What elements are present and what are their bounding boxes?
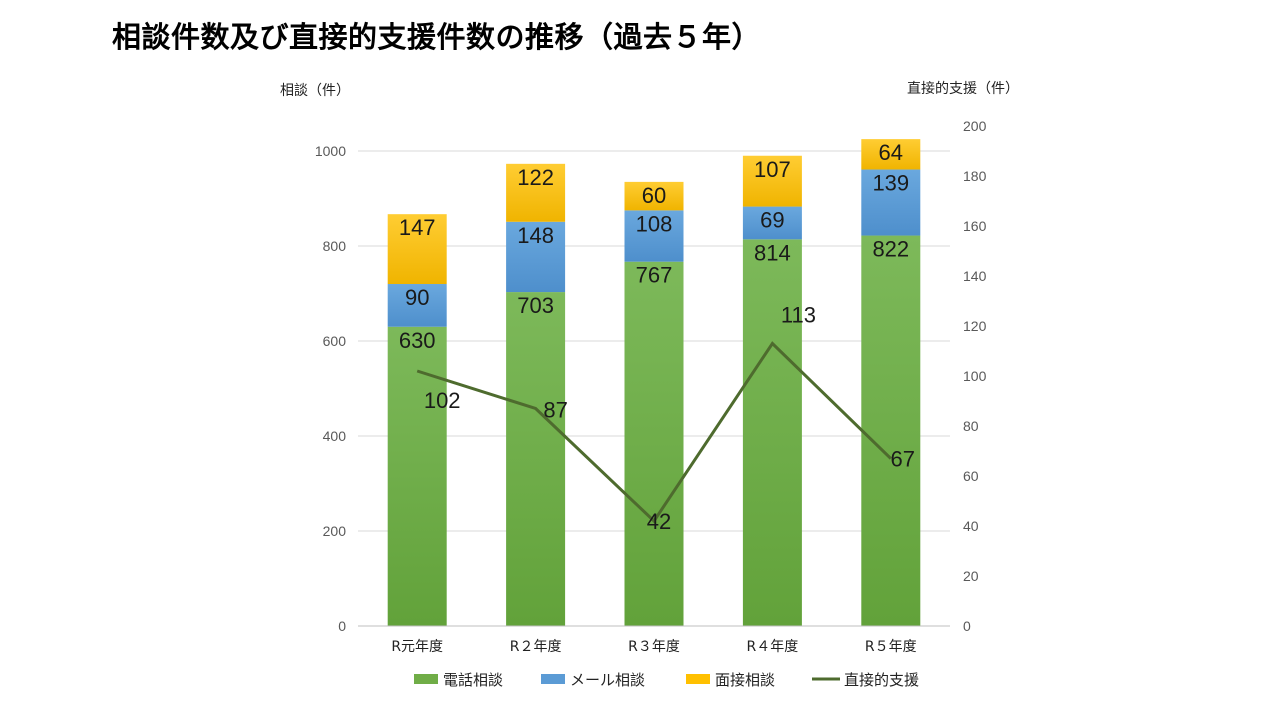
y-tick-label: 1000 [315, 143, 346, 159]
y2-tick-label: 60 [963, 468, 979, 484]
bar-value-label: 703 [517, 293, 554, 318]
y2-tick-label: 140 [963, 268, 987, 284]
y-axis-title: 相談（件） [280, 83, 350, 99]
axes: 0 200 400 600 800 1000 0 20 40 60 80 100 120 140 160 18… [280, 80, 1019, 655]
bar-segment [506, 163, 566, 222]
legend: 電話相談 メール相談 面接相談 直接的支援 [414, 671, 919, 689]
bar-value-label: 64 [879, 140, 903, 165]
y-tick-label: 800 [323, 238, 347, 254]
bar-value-label: 630 [399, 328, 436, 353]
x-tick-label: R５年度 [865, 639, 917, 655]
legend-label: メール相談 [570, 671, 645, 689]
bar-segment [387, 214, 447, 284]
legend-swatch [541, 674, 565, 684]
page-title: 相談件数及び直接的支援件数の推移（過去５年） [112, 20, 762, 54]
bar-value-label: 148 [517, 223, 554, 248]
bar-segment [624, 261, 684, 626]
bar-value-label: 107 [754, 157, 791, 182]
y2-tick-label: 40 [963, 518, 979, 534]
support-line [416, 341, 892, 524]
line-value-label: 87 [543, 398, 567, 423]
y2-tick-label: 20 [963, 568, 979, 584]
bar-segment [506, 221, 566, 293]
legend-swatch [686, 674, 710, 684]
legend-label: 面接相談 [715, 671, 775, 689]
y2-tick-label: 120 [963, 318, 987, 334]
x-tick-label: R３年度 [628, 639, 680, 655]
bar-value-label: 147 [399, 215, 436, 240]
bar-segment [742, 239, 802, 626]
bar-segment [506, 292, 566, 626]
bar-value-label: 122 [517, 165, 554, 190]
bar-segment [624, 181, 684, 211]
y-tick-label: 0 [338, 618, 346, 634]
bar-value-label: 814 [754, 240, 791, 265]
y2-axis-title: 直接的支援（件） [907, 80, 1019, 97]
bar-segment [861, 139, 921, 170]
line-value-label: 113 [781, 303, 816, 328]
y-tick-label: 200 [323, 523, 347, 539]
x-tick-label: R元年度 [391, 639, 443, 655]
bar-segment [387, 284, 447, 327]
bar-segment [861, 169, 921, 236]
bar-value-label: 822 [872, 237, 909, 262]
y2-tick-label: 100 [963, 368, 987, 384]
bar-segment [742, 155, 802, 207]
legend-swatch [414, 674, 438, 684]
y2-tick-label: 200 [963, 118, 987, 134]
y-tick-label: 600 [323, 333, 347, 349]
bar-segment [624, 210, 684, 262]
bar-value-label: 60 [642, 183, 666, 208]
y2-tick-label: 0 [963, 618, 971, 634]
bar-segment [742, 206, 802, 240]
y2-tick-label: 160 [963, 218, 987, 234]
x-tick-label: R４年度 [747, 639, 799, 655]
bar-value-label: 69 [760, 208, 784, 233]
y2-tick-label: 80 [963, 418, 979, 434]
line-value-label: 67 [891, 447, 915, 472]
legend-label: 電話相談 [443, 671, 503, 689]
line-value-label: 102 [424, 388, 461, 413]
legend-label: 直接的支援 [844, 671, 919, 689]
y2-tick-label: 180 [963, 168, 987, 184]
bar-value-label: 108 [636, 211, 673, 236]
line-value-label: 42 [647, 509, 671, 534]
x-tick-label: R２年度 [510, 639, 562, 655]
y-tick-label: 400 [323, 428, 347, 444]
data-labels: 630 90 147 703 148 122 767 108 60 814 69 107 822 139 6… [399, 140, 915, 534]
bar-segment [861, 235, 921, 627]
bar-value-label: 90 [405, 285, 429, 310]
bar-value-label: 767 [636, 263, 673, 288]
bar-value-label: 139 [872, 171, 909, 196]
